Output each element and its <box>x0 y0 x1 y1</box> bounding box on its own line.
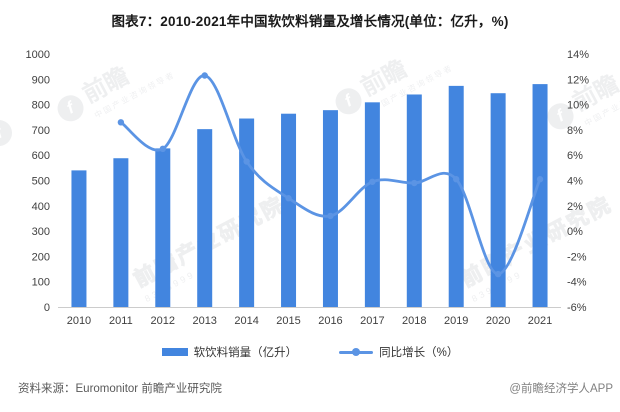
growth-point-2020 <box>494 270 502 278</box>
x-axis-year-label: 2020 <box>486 315 510 327</box>
right-axis-tick-label: 14% <box>567 49 589 61</box>
legend-item-sales: 软饮料销量（亿升） <box>161 344 298 360</box>
left-axis-tick-label: 400 <box>32 201 50 213</box>
left-axis-tick-label: 1000 <box>26 49 50 61</box>
x-axis-year-label: 2016 <box>318 315 342 327</box>
growth-point-2013 <box>201 72 208 79</box>
growth-point-2015 <box>285 195 292 202</box>
right-axis-tick-label: -2% <box>567 251 587 263</box>
bar-2013 <box>197 129 213 307</box>
bar-2016 <box>322 110 338 307</box>
data-source-note: 资料来源：Euromonitor 前瞻产业研究院 <box>18 383 222 395</box>
left-axis-tick-label: 800 <box>32 100 50 112</box>
bar-2014 <box>239 118 255 307</box>
x-axis-year-label: 2021 <box>528 315 552 327</box>
left-axis-tick-label: 100 <box>32 277 50 289</box>
bar-2010 <box>71 170 87 307</box>
right-axis-tick-label: 6% <box>567 150 583 162</box>
legend-label-sales: 软饮料销量（亿升） <box>193 347 298 359</box>
line-marker-icon <box>352 348 361 356</box>
chart-title: 图表7：2010-2021年中国软饮料销量及增长情况(单位：亿升，%) <box>111 14 509 29</box>
x-axis-year-label: 2017 <box>360 315 384 327</box>
left-axis-tick-label: 500 <box>32 176 50 188</box>
x-axis-year-label: 2011 <box>109 315 133 327</box>
right-axis-tick-label: 12% <box>567 74 589 86</box>
x-axis-year-label: 2010 <box>67 315 91 327</box>
growth-point-2021 <box>536 176 544 183</box>
left-axis-tick-label: 700 <box>32 125 50 137</box>
growth-point-2014 <box>243 158 250 165</box>
growth-point-2018 <box>411 179 418 187</box>
growth-point-2017 <box>369 178 376 185</box>
right-axis-tick-label: 10% <box>567 100 589 112</box>
growth-point-2011 <box>117 119 125 126</box>
bar-2015 <box>281 113 297 307</box>
right-axis-tick-label: 2% <box>567 201 583 213</box>
x-axis-year-label: 2013 <box>192 315 216 327</box>
line-series-swatch <box>339 348 374 356</box>
right-axis-tick-label: 0% <box>567 226 583 238</box>
right-axis-tick-label: 8% <box>567 125 583 137</box>
growth-point-2012 <box>159 145 166 153</box>
bar-2020 <box>490 93 506 307</box>
legend-label-growth: 同比增长（%） <box>379 347 459 359</box>
x-axis-year-label: 2019 <box>444 315 468 327</box>
x-axis-year-label: 2015 <box>276 315 300 327</box>
bar-2021 <box>532 84 548 308</box>
growth-point-2016 <box>327 212 334 220</box>
x-axis-year-label: 2018 <box>402 315 426 327</box>
left-axis-tick-label: 200 <box>32 251 50 263</box>
left-axis-tick-label: 0 <box>44 302 50 314</box>
chart-legend: 软饮料销量（亿升） 同比增长（%） <box>0 344 620 360</box>
growth-point-2019 <box>453 176 460 183</box>
bar-2017 <box>364 102 380 307</box>
x-axis-year-label: 2012 <box>151 315 175 327</box>
left-axis-tick-label: 300 <box>32 226 50 238</box>
right-axis-tick-label: 4% <box>567 176 583 188</box>
x-axis-year-label: 2014 <box>234 315 258 327</box>
legend-item-growth: 同比增长（%） <box>339 344 458 360</box>
credit-note: @前瞻经济学人APP <box>509 383 613 395</box>
right-axis-tick-label: -6% <box>567 302 587 314</box>
left-axis-tick-label: 900 <box>32 74 50 86</box>
bar-2012 <box>155 148 171 307</box>
right-axis-tick-label: -4% <box>567 277 587 289</box>
bar-2011 <box>113 158 129 307</box>
left-axis-tick-label: 600 <box>32 150 50 162</box>
bar-2019 <box>448 85 464 308</box>
bar-series-swatch <box>161 348 188 356</box>
bar-2018 <box>406 94 422 307</box>
